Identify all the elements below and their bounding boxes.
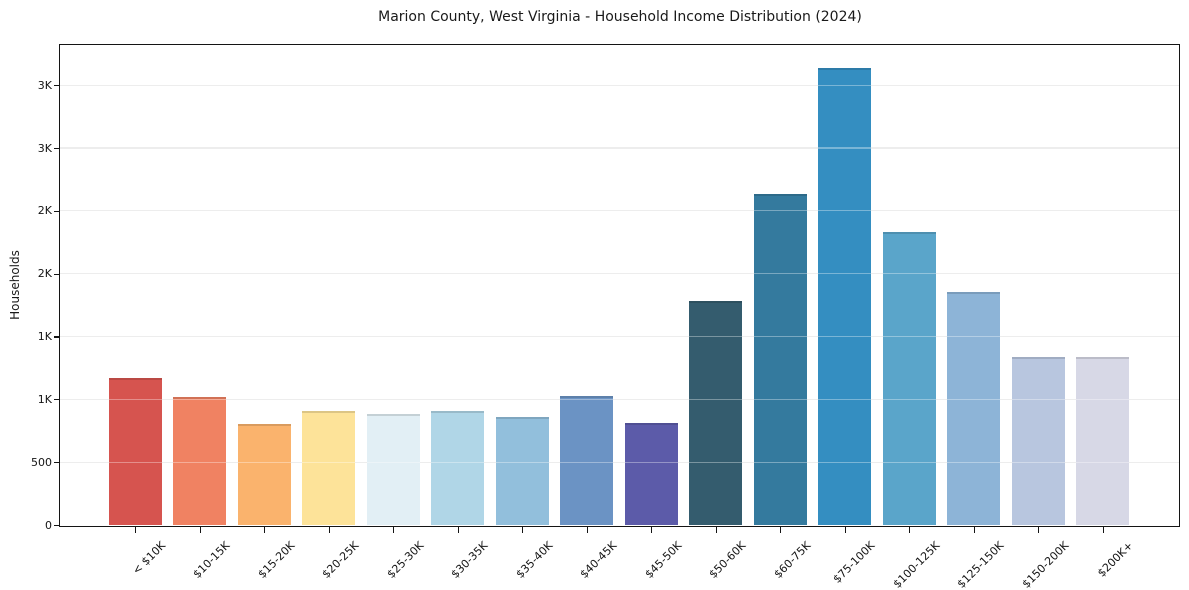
x-tick-mark	[973, 527, 975, 533]
gridlines-over	[60, 45, 1179, 526]
bar-10-15k	[173, 397, 227, 525]
bars-layer	[60, 45, 1179, 526]
bar-125-150k	[947, 291, 1001, 525]
x-tick-mark	[199, 527, 201, 533]
gridline	[60, 335, 1179, 338]
gridline-overlay	[60, 335, 1179, 338]
x-tick-mark	[328, 527, 330, 533]
gridline	[60, 398, 1179, 400]
gridline	[60, 147, 1179, 149]
gridline-overlay	[60, 273, 1179, 275]
gridline	[60, 273, 1179, 275]
y-tick-label: 1K	[37, 330, 52, 344]
bar-15-20k	[237, 423, 291, 525]
y-tick-mark	[53, 399, 59, 401]
gridline-overlay	[60, 147, 1179, 149]
y-tick-label: 3K	[37, 141, 52, 155]
gridline-overlay	[60, 84, 1179, 86]
bar-75-100k	[818, 68, 872, 525]
x-tick-mark	[522, 527, 524, 533]
x-tick-label: $50-60K	[706, 539, 749, 581]
x-tick-label: $25-30K	[384, 539, 426, 581]
x-tick-label: $60-75K	[771, 539, 813, 581]
bar-200k	[1076, 357, 1130, 525]
x-tick-label: $45-50K	[642, 539, 684, 581]
x-tick-label: < $10K	[129, 539, 168, 578]
plot-area	[59, 44, 1180, 527]
bar-45-50k	[624, 422, 678, 525]
gridline-overlay	[60, 210, 1179, 212]
x-tick-label: $30-35K	[448, 539, 491, 581]
y-axis-label: Households	[8, 250, 22, 320]
x-tick-mark	[1102, 527, 1104, 533]
bar-150-200k	[1011, 357, 1065, 525]
bar-10k	[108, 377, 162, 525]
bar-20-25k	[302, 410, 356, 525]
y-tick-mark	[53, 273, 59, 275]
bar-50-60k	[689, 301, 743, 525]
x-tick-label: $20-25K	[319, 539, 362, 581]
x-tick-label: $125-150K	[954, 539, 1007, 590]
bar-25-30k	[366, 414, 420, 525]
x-tick-mark	[135, 527, 137, 533]
bar-40-45k	[560, 396, 614, 525]
x-tick-mark	[586, 527, 588, 533]
gridline-overlay	[60, 461, 1179, 463]
x-tick-mark	[844, 527, 846, 533]
gridline-overlay	[60, 398, 1179, 400]
y-tick-mark	[53, 462, 59, 464]
y-tick-label: 2K	[37, 204, 52, 218]
x-tick-mark	[651, 527, 653, 533]
x-tick-mark	[457, 527, 459, 533]
chart-title: Marion County, West Virginia - Household…	[378, 9, 862, 25]
x-tick-mark	[909, 527, 911, 533]
y-tick-label: 500	[31, 455, 52, 469]
y-tick-mark	[53, 336, 59, 338]
y-tick-mark	[53, 147, 59, 150]
y-tick-mark	[53, 85, 59, 87]
bar-30-35k	[431, 410, 485, 525]
x-tick-mark	[264, 527, 266, 533]
y-tick-label: 3K	[37, 78, 52, 92]
bar-35-40k	[495, 416, 549, 525]
x-tick-label: $10-15K	[190, 539, 233, 581]
x-tick-label: $150-200K	[1019, 539, 1071, 590]
y-tick-label: 0	[45, 518, 52, 532]
x-tick-label: $35-40K	[513, 539, 555, 581]
x-tick-mark	[715, 527, 717, 533]
y-tick-mark	[53, 524, 59, 527]
x-tick-label: $75-100K	[830, 539, 878, 586]
y-tick-label: 2K	[37, 267, 52, 281]
gridline	[60, 461, 1179, 463]
gridlines-under	[60, 45, 1179, 526]
bar-60-75k	[753, 193, 807, 525]
y-tick-mark	[53, 210, 59, 212]
gridline	[60, 84, 1179, 86]
x-tick-label: $15-20K	[255, 539, 297, 581]
x-tick-mark	[780, 527, 782, 533]
y-tick-label: 1K	[37, 392, 52, 406]
x-tick-label: $200K+	[1094, 539, 1136, 580]
bar-100-125k	[882, 231, 936, 525]
x-tick-mark	[393, 527, 395, 533]
gridline	[60, 210, 1179, 212]
x-tick-label: $40-45K	[577, 539, 620, 581]
x-tick-label: $100-125K	[890, 539, 942, 590]
x-tick-mark	[1038, 527, 1040, 533]
